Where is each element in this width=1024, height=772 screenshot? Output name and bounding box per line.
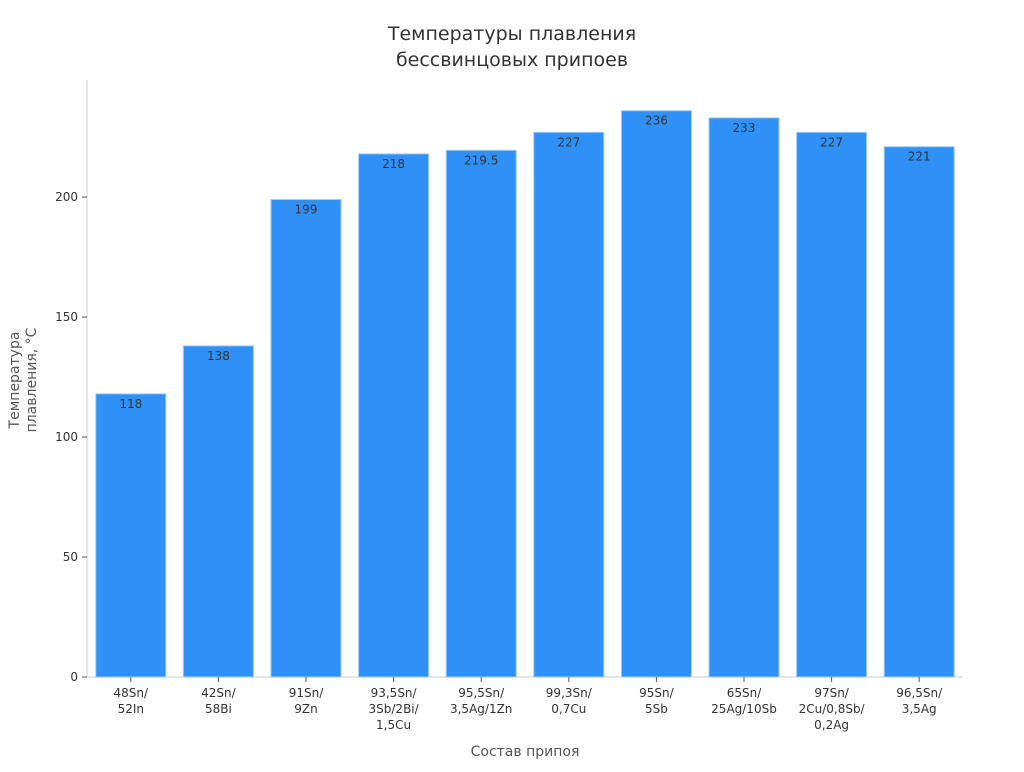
y-tick-label: 150 [55,310,78,324]
x-tick-label: 42Sn/58Bi [201,686,236,716]
x-tick-label-line: 3,5Ag/1Zn [450,702,512,716]
x-tick-label-line: 9Zn [294,702,317,716]
bar [445,149,517,678]
bar [270,198,342,678]
x-tick-label-line: 0,7Cu [551,702,586,716]
bar-value-label: 227 [820,135,843,149]
x-tick-label-line: 25Ag/10Sb [711,702,777,716]
x-tick-label-line: 99,3Sn/ [546,686,593,700]
x-tick-label: 95Sn/5Sb [639,686,674,716]
x-tick-label: 48Sn/52In [114,686,149,716]
bar [796,131,868,678]
x-tick-label-line: 52In [118,702,144,716]
bar-value-label: 236 [645,114,668,128]
bar [620,110,692,678]
chart-title-line-2: бессвинцовых припоев [396,49,628,71]
x-tick-label-line: 48Sn/ [114,686,149,700]
x-tick-label: 96,5Sn/3,5Ag [896,686,943,716]
x-tick-label-line: 97Sn/ [814,686,849,700]
chart-title-line-1: Температуры плавления [387,23,636,45]
x-tick-label-line: 65Sn/ [727,686,762,700]
x-tick-label-line: 91Sn/ [289,686,324,700]
bar [708,117,780,678]
x-tick-label-line: 93,5Sn/ [371,686,418,700]
bar [883,146,955,678]
x-tick-label: 91Sn/9Zn [289,686,324,716]
x-tick-label-line: 1,5Cu [376,718,411,732]
bar-value-label: 221 [908,150,931,164]
bar-value-label: 199 [295,202,318,216]
bar-value-label: 227 [557,135,580,149]
y-tick-label: 100 [55,430,78,444]
x-tick-label: 95,5Sn/3,5Ag/1Zn [450,686,512,716]
bar [182,345,254,678]
bar-value-label: 219.5 [464,153,498,167]
bar-value-label: 218 [382,157,405,171]
x-tick-label-line: 2Cu/0,8Sb/ [799,702,866,716]
y-tick-label: 0 [70,670,78,684]
x-axis-label: Состав припоя [471,744,580,760]
y-axis-label-line-2: плавления, °C [24,327,40,432]
x-tick-label-line: 3Sb/2Bi/ [369,702,420,716]
bar [95,393,167,678]
x-tick-label-line: 5Sb [645,702,668,716]
x-tick-label-line: 96,5Sn/ [896,686,943,700]
x-tick-label: 93,5Sn/3Sb/2Bi/1,5Cu [369,686,420,732]
y-axis-label-line-1: Температура [7,332,23,430]
x-tick-label-line: 3,5Ag [902,702,937,716]
x-tick-label-line: 95,5Sn/ [458,686,505,700]
x-tick-label: 65Sn/25Ag/10Sb [711,686,777,716]
x-tick-label: 99,3Sn/0,7Cu [546,686,593,716]
x-tick-label-line: 58Bi [205,702,232,716]
x-tick-label-line: 95Sn/ [639,686,674,700]
bar-value-label: 233 [733,121,756,135]
bar-value-label: 138 [207,349,230,363]
y-tick-label: 200 [55,190,78,204]
x-tick-label: 97Sn/2Cu/0,8Sb/0,2Ag [799,686,866,732]
bar-value-label: 118 [119,397,142,411]
bar [533,131,605,678]
y-tick-label: 50 [63,550,78,564]
bar [358,153,430,678]
x-tick-label-line: 42Sn/ [201,686,236,700]
x-tick-label-line: 0,2Ag [814,718,849,732]
